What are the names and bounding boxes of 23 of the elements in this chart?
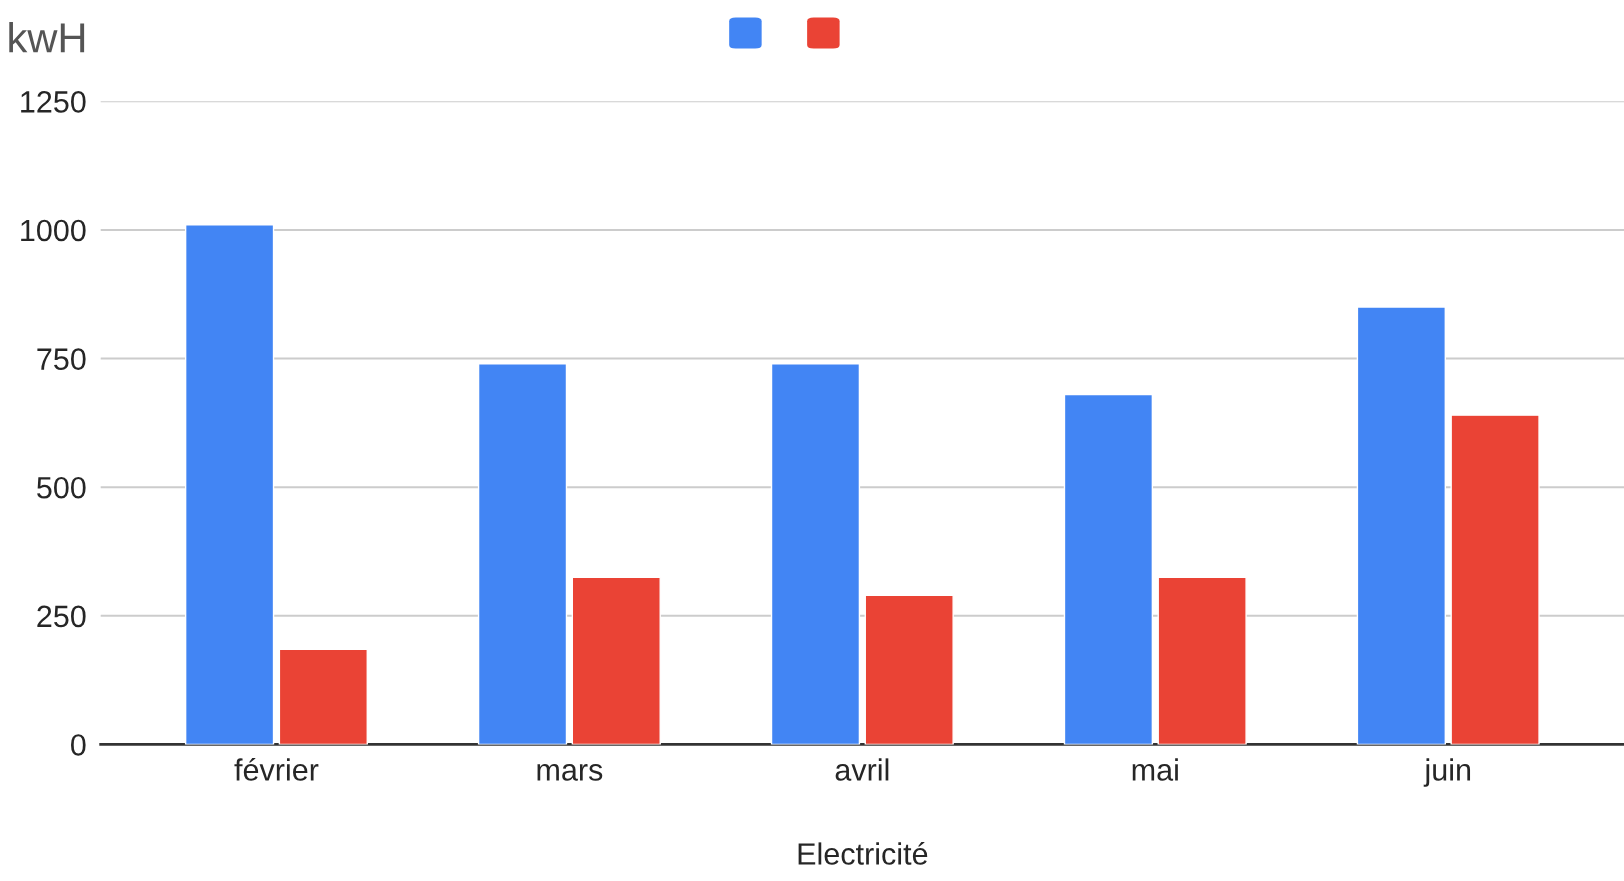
x-tick-label: mars — [537, 764, 603, 781]
bar — [1063, 393, 1154, 745]
bar — [1157, 576, 1247, 745]
y-tick-label: 1250 — [21, 91, 86, 113]
bar — [864, 594, 954, 745]
x-axis-title: Electricité — [798, 842, 928, 865]
x-tick-label: février — [234, 757, 319, 781]
y-tick-label: 500 — [37, 476, 86, 499]
x-tick-label: mai — [1132, 758, 1178, 781]
bar — [184, 224, 275, 745]
y-tick-label: 0 — [71, 734, 86, 756]
bar — [278, 648, 368, 745]
bar — [1450, 414, 1540, 745]
bar — [770, 363, 861, 745]
x-tick-label: juin — [1423, 758, 1471, 787]
bar — [477, 363, 568, 745]
y-tick-label: 750 — [37, 348, 86, 370]
y-tick-label: 1000 — [21, 219, 86, 242]
y-tick-label: 250 — [37, 605, 86, 628]
bar — [571, 576, 661, 745]
x-tick-label: avril — [835, 758, 889, 781]
bar — [1356, 306, 1446, 745]
y-axis-title: kwH — [9, 22, 85, 53]
